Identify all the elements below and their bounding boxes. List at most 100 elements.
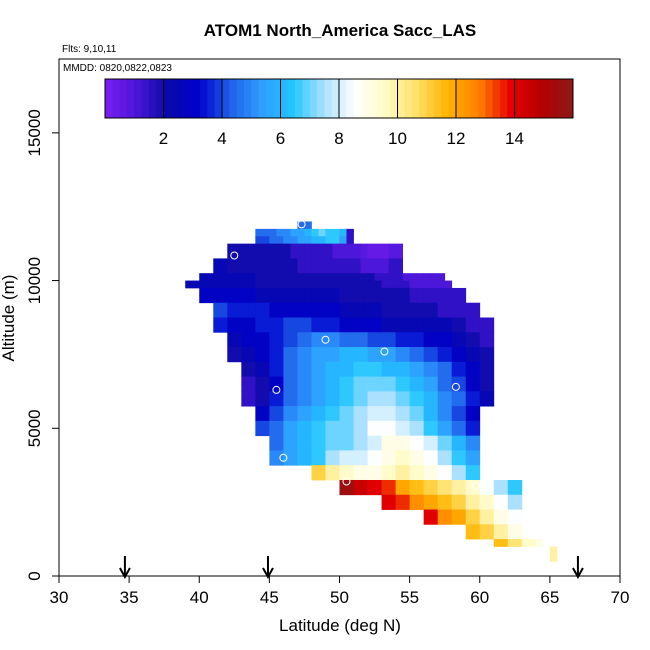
heat-cell — [444, 494, 453, 503]
heat-cell — [423, 280, 432, 289]
heat-cell — [486, 332, 495, 341]
heat-cell — [388, 398, 396, 407]
heat-cell — [479, 369, 488, 377]
heat-cell — [353, 420, 361, 429]
heat-cell — [374, 332, 382, 341]
colorbar-segment — [324, 79, 333, 118]
heat-cell — [409, 280, 418, 289]
heat-cell — [269, 228, 277, 237]
heat-cell — [388, 420, 396, 429]
heat-cell — [479, 516, 488, 525]
heat-cell — [339, 280, 347, 289]
heat-cell — [388, 450, 396, 459]
heat-cell — [318, 280, 326, 289]
heat-cell — [437, 280, 446, 289]
heat-cell — [304, 243, 312, 252]
heat-cell — [269, 354, 277, 363]
heat-cell — [416, 420, 425, 429]
heat-cell — [297, 347, 305, 355]
heat-cell — [227, 295, 235, 304]
heat-cell — [311, 465, 319, 473]
heat-cell — [346, 420, 354, 429]
heat-cell — [248, 376, 256, 385]
y-tick-label: 15000 — [25, 109, 44, 156]
heat-cell — [255, 287, 263, 296]
heat-cell — [332, 265, 340, 274]
heat-cell — [339, 487, 347, 496]
heat-cell — [311, 265, 319, 274]
heat-cell — [311, 339, 319, 348]
heat-cell — [332, 354, 340, 363]
heat-cell — [479, 502, 488, 510]
heat-cell — [458, 354, 467, 363]
heat-cell — [416, 369, 425, 377]
heat-cell — [325, 450, 333, 459]
heat-cell — [353, 450, 361, 459]
heat-cell — [311, 361, 319, 370]
colorbar-segment — [134, 79, 142, 118]
heat-cell — [451, 443, 460, 451]
heat-cell — [241, 280, 249, 289]
heat-cell — [479, 487, 488, 496]
heat-cell — [360, 324, 368, 333]
heat-cell — [241, 295, 249, 304]
heat-cell — [381, 251, 389, 259]
heat-cell — [297, 420, 305, 429]
heat-cell — [283, 369, 291, 377]
colorbar-segment — [456, 79, 464, 118]
heat-cell — [430, 295, 439, 304]
heat-cell — [318, 428, 326, 437]
heat-cell — [346, 376, 354, 385]
heat-cell — [353, 287, 361, 296]
heat-cell — [297, 391, 305, 400]
heat-cell — [409, 398, 418, 407]
heat-cell — [311, 236, 319, 245]
heat-cell — [311, 383, 319, 392]
heat-cell — [437, 332, 446, 341]
heat-cell — [276, 406, 284, 414]
heat-cell — [409, 435, 418, 444]
heat-cell — [332, 420, 340, 429]
heat-cell — [290, 406, 298, 414]
heat-cell — [283, 420, 291, 429]
heat-cell — [269, 280, 277, 289]
heat-cell — [283, 258, 291, 267]
heat-cell — [395, 428, 404, 437]
heat-cell — [290, 420, 298, 429]
heat-cell — [465, 302, 474, 311]
heat-cell — [507, 509, 516, 518]
heat-cell — [213, 273, 221, 281]
heat-cell — [430, 287, 439, 296]
colorbar-tick-label: 14 — [505, 129, 524, 148]
heat-cell — [234, 243, 242, 252]
heat-cell — [381, 295, 389, 304]
heat-cell — [255, 354, 263, 363]
heat-cell — [325, 383, 333, 392]
heat-cell — [458, 324, 467, 333]
heat-cell — [346, 428, 354, 437]
heat-cell — [297, 251, 305, 259]
heat-cell — [493, 516, 502, 525]
colorbar-segment — [353, 79, 362, 118]
heat-cell — [311, 406, 319, 414]
heat-cell — [395, 398, 404, 407]
heat-cell — [472, 465, 481, 473]
heat-cell — [297, 302, 305, 311]
heat-cell — [451, 479, 460, 488]
heat-cell — [409, 376, 418, 385]
heat-cell — [339, 332, 347, 341]
heat-cell — [374, 450, 382, 459]
heat-cell — [269, 406, 277, 414]
heat-cell — [269, 302, 277, 311]
heat-cell — [395, 435, 404, 444]
heat-cell — [465, 428, 474, 437]
heat-cell — [339, 435, 347, 444]
heat-cell — [451, 428, 460, 437]
heat-cell — [325, 435, 333, 444]
heat-cell — [283, 354, 291, 363]
heat-cell — [304, 406, 312, 414]
heat-cell — [304, 228, 312, 237]
heat-cell — [395, 310, 404, 318]
heat-cell — [444, 406, 453, 414]
heat-cell — [234, 258, 242, 267]
